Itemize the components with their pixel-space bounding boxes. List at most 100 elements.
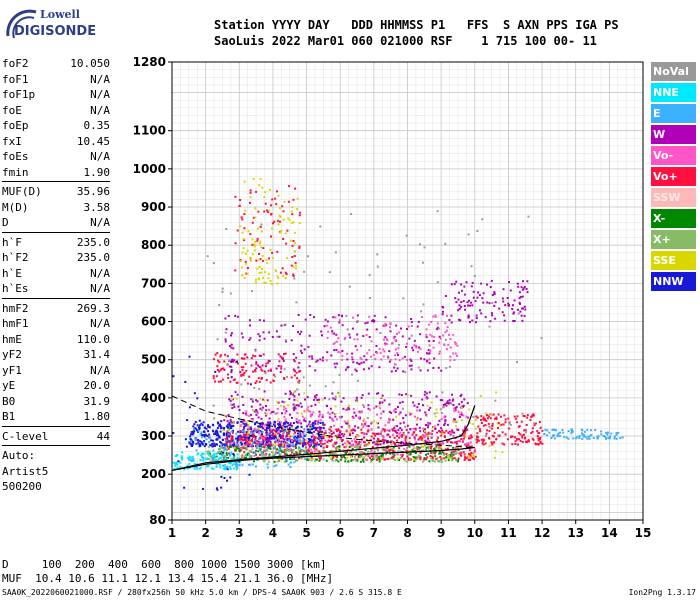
echo-dot bbox=[324, 318, 327, 321]
y-tick-label: 500 bbox=[141, 353, 166, 367]
param-name: h`Es bbox=[2, 282, 29, 295]
echo-dot bbox=[351, 440, 354, 443]
echo-dot bbox=[326, 405, 328, 407]
echo-dot bbox=[463, 453, 466, 456]
echo-dot bbox=[474, 455, 477, 458]
echo-dot bbox=[512, 320, 515, 322]
echo-dot bbox=[416, 409, 419, 412]
echo-dot bbox=[266, 466, 269, 469]
echo-dot bbox=[197, 441, 200, 444]
echo-dot bbox=[253, 427, 256, 430]
echo-dot bbox=[522, 287, 525, 290]
echo-dot bbox=[307, 410, 310, 413]
echo-dot bbox=[402, 297, 405, 300]
echo-dot bbox=[235, 432, 238, 435]
echo-dot bbox=[456, 460, 459, 463]
echo-dot bbox=[520, 420, 523, 423]
echo-dot bbox=[488, 437, 491, 440]
echo-dot bbox=[492, 442, 495, 445]
echo-dot bbox=[263, 319, 265, 322]
echo-dot bbox=[383, 458, 386, 461]
echo-dot bbox=[419, 348, 422, 351]
echo-dot bbox=[480, 438, 483, 441]
echo-dot bbox=[307, 454, 310, 457]
echo-dot bbox=[249, 256, 252, 259]
echo-dot bbox=[355, 399, 358, 402]
echo-dot bbox=[279, 430, 282, 433]
echo-dot bbox=[399, 435, 402, 437]
echo-dot bbox=[464, 456, 467, 459]
echo-dot bbox=[266, 436, 269, 439]
echo-dot bbox=[218, 435, 220, 438]
echo-dot bbox=[334, 395, 337, 398]
echo-dot bbox=[394, 425, 397, 428]
echo-dot bbox=[258, 445, 261, 448]
echo-dot bbox=[199, 459, 202, 462]
echo-dot bbox=[251, 238, 254, 241]
echo-dot bbox=[449, 346, 452, 349]
param-value: N/A bbox=[90, 216, 110, 229]
echo-dot bbox=[388, 429, 391, 432]
echo-dot bbox=[236, 439, 239, 442]
echo-dot bbox=[455, 406, 458, 409]
echo-dot bbox=[324, 450, 327, 453]
echo-dot bbox=[469, 453, 472, 456]
echo-dot bbox=[581, 433, 584, 436]
echo-dot bbox=[309, 452, 312, 455]
legend-item-ssw: SSW bbox=[651, 188, 696, 207]
echo-dot bbox=[193, 466, 196, 469]
echo-dot bbox=[309, 410, 312, 413]
echo-dot bbox=[446, 314, 448, 317]
echo-dot bbox=[279, 271, 282, 274]
echo-dot bbox=[621, 436, 624, 439]
echo-dot bbox=[232, 347, 235, 350]
echo-dot bbox=[424, 430, 427, 433]
echo-dot bbox=[341, 324, 344, 327]
echo-dot bbox=[237, 438, 240, 441]
echo-dot bbox=[339, 430, 342, 433]
echo-dot bbox=[336, 362, 339, 365]
echo-dot bbox=[448, 319, 451, 321]
echo-dot bbox=[288, 427, 291, 430]
echo-dot bbox=[255, 363, 258, 365]
echo-dot bbox=[397, 443, 400, 446]
echo-dot bbox=[483, 419, 486, 422]
echo-dot bbox=[536, 430, 539, 433]
echo-dot bbox=[548, 431, 551, 434]
echo-dot bbox=[194, 438, 197, 441]
echo-dot bbox=[367, 425, 370, 428]
echo-dot bbox=[296, 377, 299, 380]
echo-dot bbox=[491, 443, 494, 446]
echo-dot bbox=[361, 459, 364, 461]
echo-dot bbox=[240, 420, 243, 423]
echo-dot bbox=[293, 440, 296, 442]
echo-dot bbox=[467, 316, 470, 319]
echo-dot bbox=[464, 443, 467, 446]
echo-dot bbox=[499, 424, 502, 427]
echo-dot bbox=[236, 315, 239, 318]
echo-dot bbox=[312, 458, 315, 460]
echo-dot bbox=[423, 435, 426, 437]
echo-dot bbox=[249, 427, 252, 430]
echo-dot bbox=[284, 323, 287, 326]
echo-dot bbox=[224, 338, 227, 341]
echo-dot bbox=[332, 381, 335, 384]
echo-dot bbox=[421, 316, 423, 318]
echo-dot bbox=[338, 445, 341, 448]
echo-dot bbox=[418, 454, 421, 457]
echo-dot bbox=[281, 267, 284, 270]
echo-dot bbox=[251, 221, 254, 224]
echo-dot bbox=[226, 355, 229, 358]
echo-dot bbox=[404, 414, 407, 417]
echo-dot bbox=[379, 407, 382, 410]
echo-dot bbox=[274, 375, 276, 378]
echo-dot bbox=[394, 408, 397, 411]
echo-dot bbox=[419, 430, 422, 433]
echo-dot bbox=[380, 430, 383, 433]
echo-dot bbox=[508, 427, 511, 430]
echo-dot bbox=[265, 446, 268, 449]
echo-dot bbox=[261, 268, 263, 270]
echo-dot bbox=[302, 432, 305, 435]
echo-dot bbox=[465, 415, 468, 418]
echo-dot bbox=[277, 441, 280, 444]
